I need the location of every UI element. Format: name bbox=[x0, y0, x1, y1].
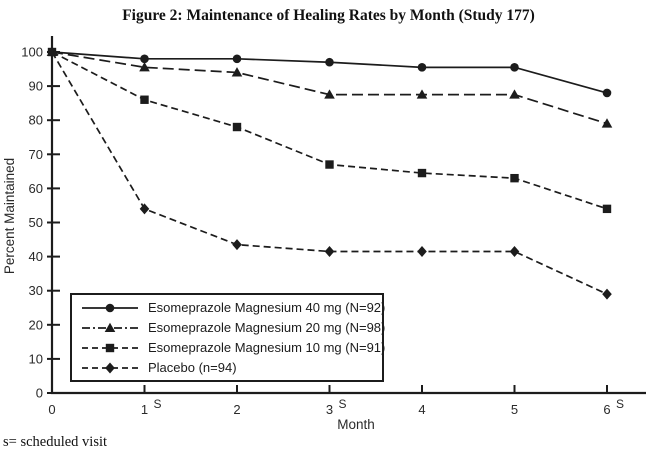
square-marker-icon bbox=[602, 204, 612, 214]
x-tick-label: 6 bbox=[603, 402, 610, 417]
legend-item-10mg: Esomeprazole Magnesium 10 mg (N=91) bbox=[81, 338, 386, 357]
square-marker-icon bbox=[510, 173, 519, 183]
legend-label: Esomeprazole Magnesium 20 mg (N=98) bbox=[148, 320, 386, 335]
diamond-marker-icon bbox=[324, 245, 335, 257]
series-line-3 bbox=[51, 51, 608, 295]
circle-marker-icon bbox=[105, 303, 115, 312]
legend-sample-circle-icon bbox=[82, 303, 138, 312]
square-marker-icon bbox=[232, 122, 242, 132]
y-tick-label: 90 bbox=[29, 79, 43, 94]
legend-label: Esomeprazole Magnesium 10 mg (N=91) bbox=[148, 340, 386, 355]
y-tick-label: 30 bbox=[29, 283, 43, 298]
legend-label: Placebo (n=94) bbox=[148, 360, 237, 375]
diamond-marker-icon bbox=[47, 46, 57, 58]
x-tick-label: 0 bbox=[48, 402, 55, 417]
y-tick-label: 50 bbox=[29, 215, 43, 230]
y-tick-label: 80 bbox=[29, 113, 43, 128]
x-tick-label: 1 bbox=[141, 402, 148, 417]
triangle-marker-icon bbox=[416, 89, 428, 99]
y-axis-label: Percent Maintained bbox=[2, 158, 17, 274]
y-tick-label: 40 bbox=[29, 249, 43, 264]
legend-sample-triangle-icon bbox=[82, 322, 138, 332]
legend: Esomeprazole Magnesium 40 mg (N=92) Esom… bbox=[70, 293, 386, 382]
y-tick-label: 100 bbox=[21, 45, 43, 60]
x-tick-label: 5 bbox=[511, 402, 518, 417]
circle-marker-icon bbox=[510, 63, 519, 72]
legend-item-placebo: Placebo (n=94) bbox=[81, 358, 382, 377]
legend-item-20mg: Esomeprazole Magnesium 20 mg (N=98) bbox=[81, 318, 386, 337]
y-tick-label: 70 bbox=[29, 147, 43, 162]
scheduled-visit-mark: S bbox=[153, 397, 161, 411]
square-marker-icon bbox=[105, 343, 115, 352]
triangle-marker-icon bbox=[324, 89, 335, 99]
scheduled-visit-mark: S bbox=[338, 397, 346, 411]
triangle-marker-icon bbox=[104, 322, 116, 332]
square-marker-icon bbox=[140, 95, 149, 104]
square-marker-icon bbox=[417, 168, 427, 178]
scheduled-visit-mark: S bbox=[616, 397, 624, 411]
y-tick-label: 10 bbox=[29, 351, 43, 366]
x-tick-label: 3 bbox=[326, 402, 333, 417]
diamond-marker-icon bbox=[509, 245, 520, 257]
circle-marker-icon bbox=[602, 88, 612, 98]
y-tick-label: 0 bbox=[36, 386, 43, 401]
diamond-marker-icon bbox=[139, 203, 150, 215]
triangle-marker-icon bbox=[601, 118, 613, 128]
x-tick-label: 4 bbox=[418, 402, 425, 417]
legend-sample-square-icon bbox=[82, 343, 138, 352]
diamond-marker-icon bbox=[602, 288, 612, 300]
y-tick-label: 60 bbox=[29, 181, 43, 196]
circle-marker-icon bbox=[140, 54, 149, 64]
triangle-marker-icon bbox=[231, 67, 243, 77]
triangle-marker-icon bbox=[509, 89, 520, 99]
x-axis-label: Month bbox=[337, 417, 375, 432]
y-tick-label: 20 bbox=[29, 317, 43, 332]
x-tick-label: 2 bbox=[233, 402, 240, 417]
circle-marker-icon bbox=[232, 54, 242, 64]
circle-marker-icon bbox=[325, 57, 334, 67]
triangle-marker-icon bbox=[139, 62, 150, 72]
figure-title: Figure 2: Maintenance of Healing Rates b… bbox=[122, 7, 535, 24]
legend-sample-diamond-icon bbox=[82, 362, 138, 373]
footnote: s= scheduled visit bbox=[3, 434, 108, 450]
legend-label: Esomeprazole Magnesium 40 mg (N=92) bbox=[148, 300, 386, 315]
circle-marker-icon bbox=[417, 63, 427, 72]
diamond-marker-icon bbox=[232, 239, 242, 251]
legend-item-40mg: Esomeprazole Magnesium 40 mg (N=92) bbox=[81, 298, 386, 317]
square-marker-icon bbox=[325, 160, 334, 169]
series-line-2 bbox=[51, 51, 608, 210]
diamond-marker-icon bbox=[105, 362, 115, 373]
diamond-marker-icon bbox=[417, 245, 427, 257]
